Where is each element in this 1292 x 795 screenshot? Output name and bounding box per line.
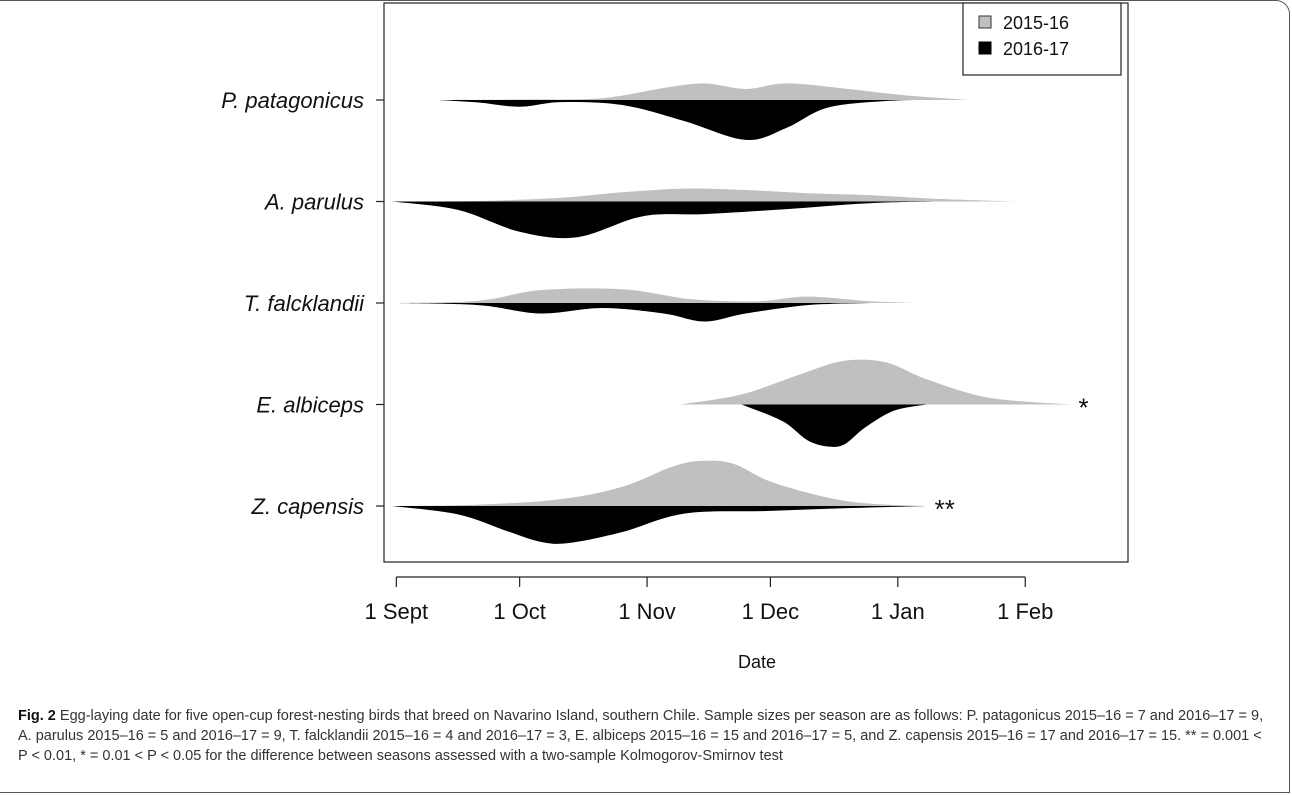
- legend-swatch-2015-16: [978, 15, 992, 29]
- legend-label-2015-16: 2015-16: [1003, 13, 1069, 33]
- legend-box: [962, 2, 1122, 76]
- violin-upper-z-capensis: [392, 460, 927, 506]
- legend-swatch-2016-17: [978, 41, 992, 55]
- figure-caption: Fig. 2 Egg-laying date for five open-cup…: [18, 706, 1273, 766]
- x-tick-label: 1 Feb: [997, 599, 1053, 624]
- violin-upper-a-parulus: [392, 188, 1017, 202]
- y-tick-label-z-capensis: Z. capensis: [251, 494, 365, 519]
- violin-lower-z-capensis: [392, 506, 927, 544]
- significance-marker-e-albiceps: *: [1078, 393, 1088, 423]
- violin-upper-p-patagonicus: [437, 83, 968, 100]
- significance-marker-z-capensis: **: [935, 494, 955, 524]
- legend: 2015-16 2016-17: [962, 2, 1122, 76]
- plot-area: [383, 2, 1129, 563]
- x-tick-label: 1 Dec: [742, 599, 799, 624]
- violin-lower-a-parulus: [392, 201, 935, 239]
- x-tick-label: 1 Oct: [493, 599, 546, 624]
- figure-label: Fig. 2: [18, 708, 56, 724]
- violin-lower-t-falcklandii: [392, 303, 869, 322]
- x-tick-label: 1 Sept: [365, 599, 429, 624]
- violin-layer: ***: [392, 83, 1089, 544]
- x-tick-label: 1 Jan: [871, 599, 925, 624]
- x-tick-label: 1 Nov: [618, 599, 675, 624]
- x-axis-label: Date: [738, 652, 776, 672]
- violin-upper-e-albiceps: [680, 359, 1071, 405]
- y-tick-label-e-albiceps: E. albiceps: [256, 393, 364, 418]
- violin-upper-t-falcklandii: [392, 288, 915, 303]
- violin-lower-e-albiceps: [741, 404, 927, 447]
- x-axis: 1 Sept 1 Oct 1 Nov 1 Dec 1 Jan 1 Feb: [365, 576, 1053, 624]
- violin-lower-p-patagonicus: [437, 99, 935, 141]
- y-tick-label-p-patagonicus: P. patagonicus: [221, 88, 364, 113]
- y-tick-label-t-falcklandii: T. falcklandii: [244, 291, 365, 316]
- y-tick-label-a-parulus: A. parulus: [263, 190, 364, 215]
- legend-label-2016-17: 2016-17: [1003, 39, 1069, 59]
- caption-text: Egg-laying date for five open-cup forest…: [18, 708, 1264, 764]
- y-axis: P. patagonicus A. parulus T. falcklandii E.…: [221, 88, 384, 519]
